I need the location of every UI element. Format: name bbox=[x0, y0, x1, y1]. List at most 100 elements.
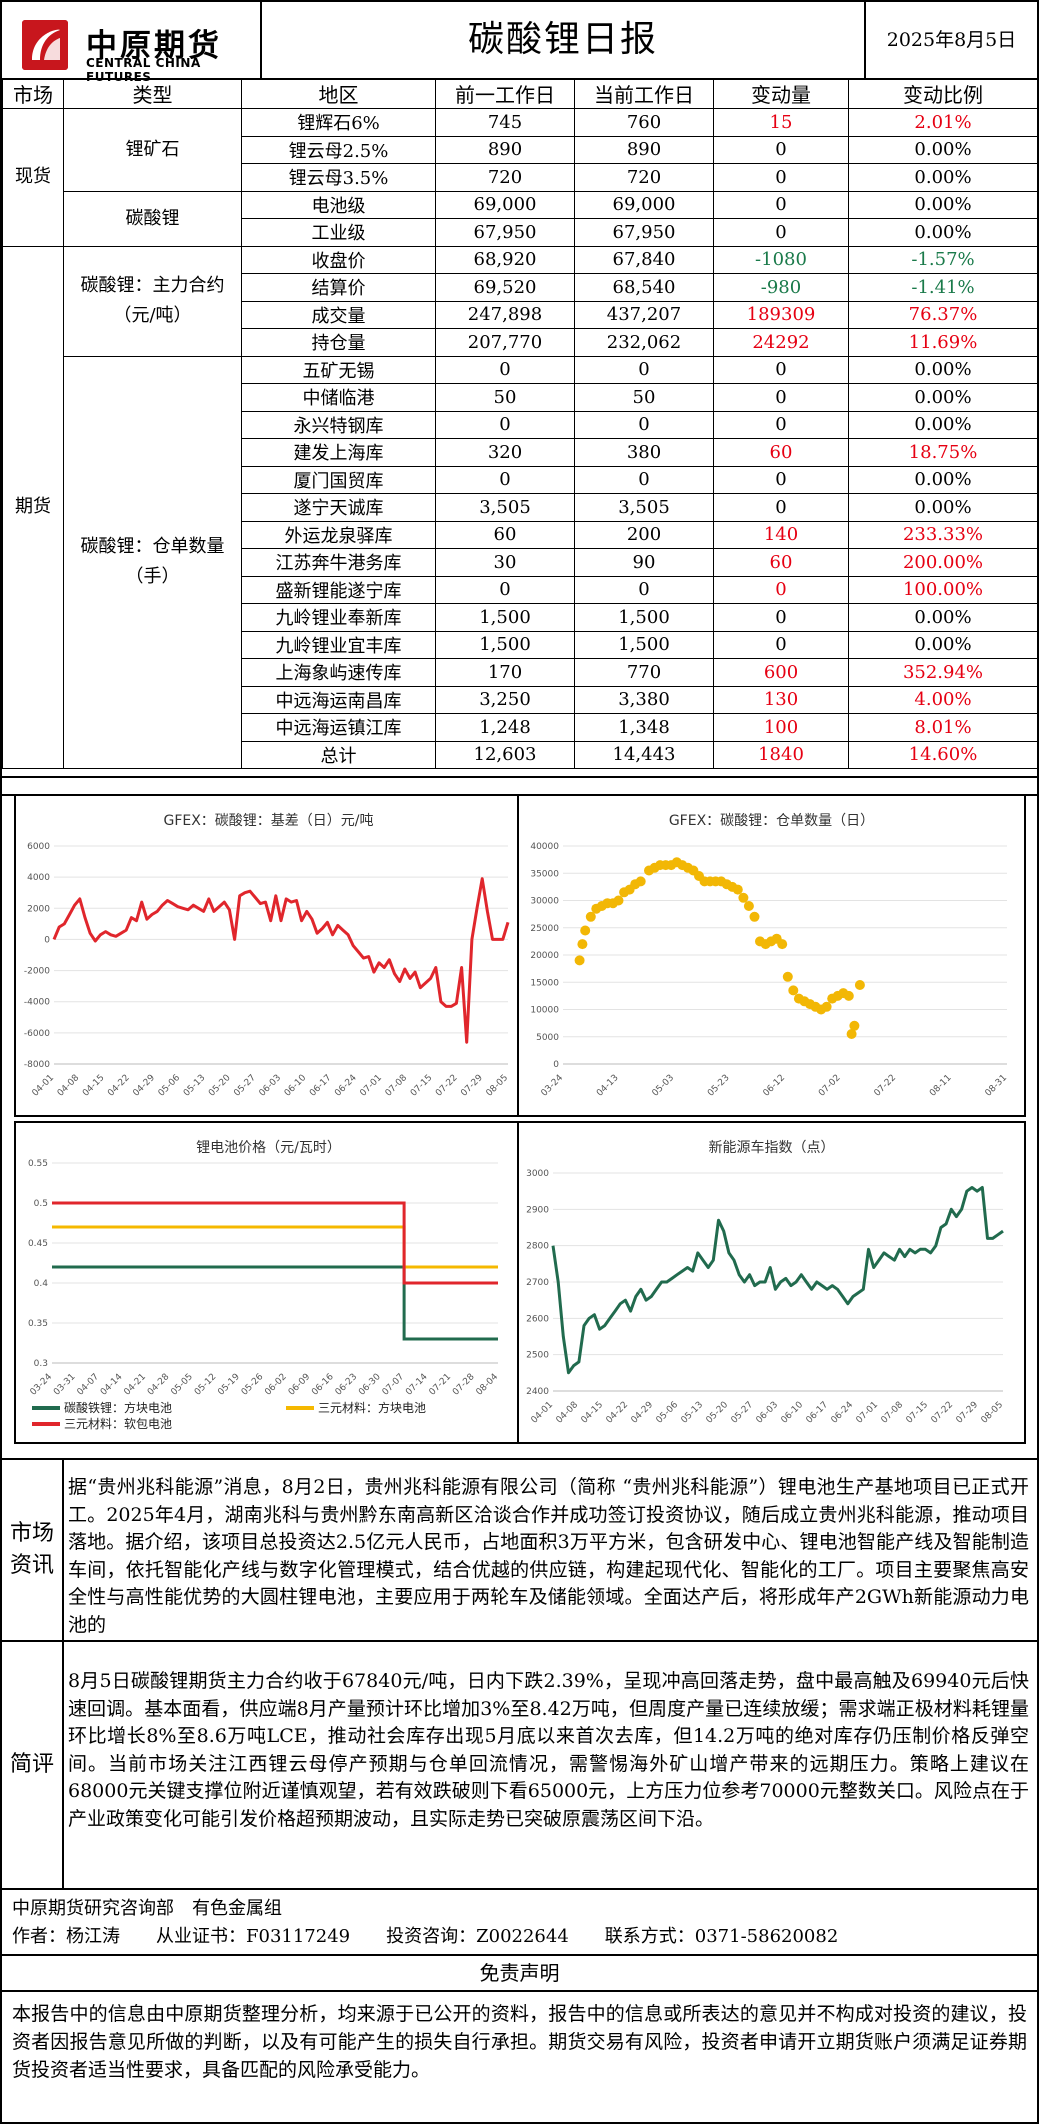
prev-value-cell: 170 bbox=[435, 658, 575, 687]
table-row: 碳酸锂 电池级 69,000 69,000 0 0.00% bbox=[3, 190, 1038, 247]
x-tick-label: 06-03 bbox=[258, 1073, 284, 1099]
change-cell: 600 bbox=[713, 658, 849, 687]
pct-cell: 0.00% bbox=[848, 493, 1038, 522]
change-cell: 0 bbox=[713, 383, 849, 412]
y-tick-label: 20000 bbox=[530, 951, 559, 961]
pct-cell: 8.01% bbox=[848, 713, 1038, 742]
x-tick-label: 08-31 bbox=[984, 1073, 1010, 1099]
table-row: 期货 碳酸锂：主力合约（元/吨） 收盘价 68,920 67,840 -1080 -1.57… bbox=[2, 245, 1038, 769]
pct-cell: 0.00% bbox=[848, 218, 1038, 247]
region-cell: 中储临港 bbox=[241, 383, 436, 412]
y-tick-label: 25000 bbox=[530, 924, 559, 934]
table-row: 厦门国贸库 0 0 0 0.00% bbox=[3, 465, 1038, 494]
prev-value-cell: 3,505 bbox=[435, 493, 575, 522]
y-tick-label: 2000 bbox=[27, 904, 50, 914]
warrant-chart: GFEX：碳酸锂：仓单数量（日） 40000 35000 30000 25000 200… bbox=[517, 794, 1026, 1117]
table-header-row: 市场 类型 地区 前一工作日 当前工作日 变动量 变动比例 bbox=[2, 78, 1038, 109]
prev-value-cell: 12,603 bbox=[435, 740, 575, 769]
warrant-point bbox=[585, 911, 596, 922]
prev-value-cell: 0 bbox=[435, 575, 575, 604]
y-tick-label: 0 bbox=[44, 935, 50, 945]
change-cell: 0 bbox=[713, 465, 849, 494]
x-tick-label: 04-21 bbox=[122, 1372, 148, 1398]
change-cell: 189309 bbox=[713, 300, 849, 329]
warrant-point bbox=[843, 990, 854, 1001]
battery-series-line bbox=[52, 1201, 498, 1285]
y-tick-label: 0.55 bbox=[28, 1159, 48, 1169]
x-tick-label: 04-22 bbox=[605, 1400, 631, 1426]
warrant-point bbox=[738, 892, 749, 903]
x-tick-label: 07-15 bbox=[905, 1400, 931, 1426]
col-header-type: 类型 bbox=[63, 78, 242, 109]
x-tick-label: 05-13 bbox=[182, 1073, 208, 1099]
y-tick-label: 2800 bbox=[526, 1242, 549, 1252]
cur-value-cell: 67,950 bbox=[574, 218, 714, 247]
table-row: 永兴特钢库 0 0 0 0.00% bbox=[3, 410, 1038, 439]
warrant-point bbox=[788, 985, 799, 996]
cur-value-cell: 90 bbox=[574, 548, 714, 577]
table-row: 九岭锂业奉新库 1,500 1,500 0 0.00% bbox=[3, 603, 1038, 632]
change-cell: 0 bbox=[713, 410, 849, 439]
pct-cell: 4.00% bbox=[848, 685, 1038, 714]
footer: 中原期货研究咨询部 有色金属组 作者：杨江涛 从业证书：F03117249 投资… bbox=[2, 1888, 1037, 2124]
pct-cell: 0.00% bbox=[848, 630, 1038, 659]
legend-label: 三元材料：软包电池 bbox=[64, 1417, 172, 1431]
cur-value-cell: 232,062 bbox=[574, 328, 714, 357]
type-main-contract-label: 碳酸锂：主力合约（元/吨） bbox=[63, 245, 242, 357]
x-tick-label: 04-08 bbox=[555, 1400, 581, 1426]
x-tick-label: 08-05 bbox=[485, 1073, 511, 1099]
pct-cell: 0.00% bbox=[848, 163, 1038, 192]
x-tick-label: 06-02 bbox=[263, 1372, 289, 1398]
dept-line: 中原期货研究咨询部 有色金属组 bbox=[12, 1898, 282, 1919]
col-header-region: 地区 bbox=[241, 78, 436, 109]
x-tick-label: 07-14 bbox=[404, 1372, 430, 1398]
x-tick-label: 04-15 bbox=[580, 1400, 606, 1426]
report-title: 碳酸锂日报 bbox=[467, 19, 658, 60]
x-tick-label: 07-07 bbox=[381, 1372, 407, 1398]
nev-index-chart: 新能源车指数（点） 3000 2900 2800 2700 2600 2500 2400 04… bbox=[517, 1121, 1026, 1444]
chart-title: GFEX：碳酸锂：基差（日）元/吨 bbox=[163, 813, 374, 829]
y-tick-label: 2700 bbox=[526, 1278, 549, 1288]
pct-cell: 233.33% bbox=[848, 520, 1038, 549]
cur-value-cell: 0 bbox=[574, 410, 714, 439]
prev-value-cell: 320 bbox=[435, 438, 575, 467]
region-cell: 锂云母3.5% bbox=[241, 163, 436, 192]
region-cell: 收盘价 bbox=[241, 245, 436, 274]
warrant-point bbox=[574, 955, 585, 966]
y-tick-label: 0.45 bbox=[28, 1239, 48, 1249]
x-tick-label: 04-08 bbox=[56, 1073, 82, 1099]
x-tick-label: 07-29 bbox=[459, 1073, 485, 1099]
x-tick-label: 04-28 bbox=[146, 1372, 172, 1398]
warrant-point bbox=[854, 980, 865, 990]
region-cell: 五矿无锡 bbox=[241, 355, 436, 384]
cur-value-cell: 68,540 bbox=[574, 273, 714, 302]
x-tick-label: 04-07 bbox=[76, 1372, 102, 1398]
change-cell: 0 bbox=[713, 575, 849, 604]
market-spot-label: 现货 bbox=[2, 108, 64, 247]
y-tick-label: 2600 bbox=[526, 1314, 549, 1324]
prev-value-cell: 1,500 bbox=[435, 630, 575, 659]
prev-value-cell: 3,250 bbox=[435, 685, 575, 714]
battery-series-line bbox=[52, 1225, 498, 1269]
x-tick-label: 06-10 bbox=[283, 1073, 309, 1099]
x-tick-label: 06-12 bbox=[762, 1073, 788, 1099]
table-row: 现货 锂矿石 锂辉石6% 745 760 15 2.01% bbox=[2, 108, 1038, 247]
region-cell: 锂云母2.5% bbox=[241, 135, 436, 164]
chart-title: 锂电池价格（元/瓦时） bbox=[196, 1140, 341, 1156]
warrant-point bbox=[749, 911, 760, 922]
pct-cell: 0.00% bbox=[848, 410, 1038, 439]
region-cell: 成交量 bbox=[241, 300, 436, 329]
region-cell: 锂辉石6% bbox=[241, 108, 436, 137]
change-cell: 0 bbox=[713, 135, 849, 164]
region-cell: 结算价 bbox=[241, 273, 436, 302]
pct-cell: 76.37% bbox=[848, 300, 1038, 329]
cur-value-cell: 437,207 bbox=[574, 300, 714, 329]
region-cell: 九岭锂业宜丰库 bbox=[241, 630, 436, 659]
x-tick-label: 08-05 bbox=[980, 1400, 1006, 1426]
cur-value-cell: 760 bbox=[574, 108, 714, 137]
x-tick-label: 05-13 bbox=[680, 1400, 706, 1426]
change-cell: 0 bbox=[713, 355, 849, 384]
x-tick-label: 07-15 bbox=[409, 1073, 435, 1099]
type-carbonate-label: 碳酸锂 bbox=[63, 190, 242, 247]
